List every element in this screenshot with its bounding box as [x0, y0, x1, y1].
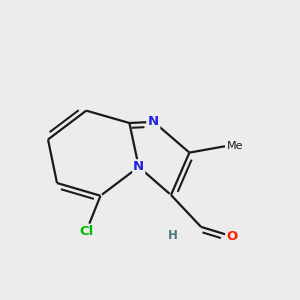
Text: N: N — [148, 116, 159, 128]
Text: O: O — [226, 230, 237, 243]
Text: Cl: Cl — [79, 225, 93, 238]
Text: Me: Me — [227, 141, 243, 151]
Text: N: N — [133, 160, 144, 173]
Text: H: H — [168, 229, 177, 242]
